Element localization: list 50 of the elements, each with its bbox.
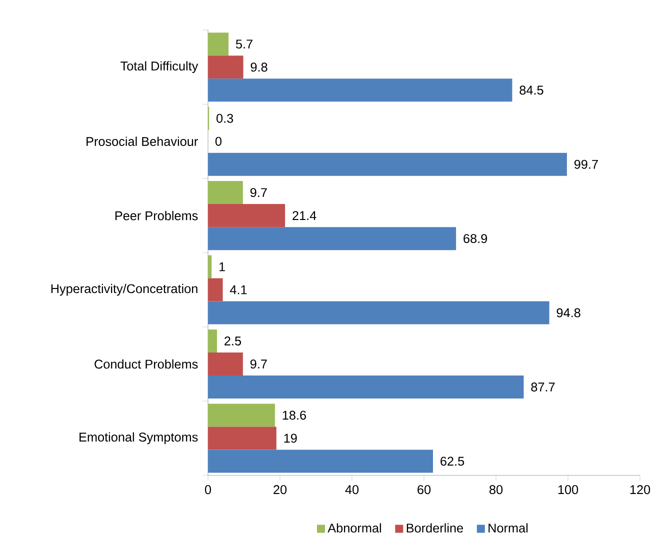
- data-label: 1: [219, 262, 225, 271]
- x-tick-label: 40: [345, 485, 359, 494]
- legend-label: Abnormal: [328, 523, 381, 532]
- y-tick-label: Hyperactivity/Concetration: [51, 284, 198, 296]
- data-label: 68.9: [464, 234, 488, 243]
- y-tick-label: Prosocial Behaviour: [86, 136, 198, 146]
- bar: [208, 278, 223, 302]
- x-tick-label: 100: [558, 485, 578, 494]
- legend-label: Normal: [488, 523, 528, 532]
- data-label: 0.3: [216, 114, 234, 123]
- data-label: 87.7: [531, 382, 555, 392]
- bar: [208, 152, 567, 176]
- data-label: 0: [215, 136, 222, 146]
- data-label: 4.1: [230, 285, 247, 294]
- bar: [208, 352, 243, 376]
- data-label: 9.7: [250, 359, 267, 368]
- y-tick-label: Peer Problems: [115, 210, 198, 220]
- data-label: 9.7: [250, 188, 267, 197]
- data-label: 9.8: [250, 62, 268, 72]
- x-tick-label: 0: [204, 485, 212, 494]
- y-tick-label: Emotional Symptoms: [80, 432, 198, 444]
- x-tick-label: 80: [489, 485, 503, 494]
- bar: [208, 404, 275, 427]
- data-label: 62.5: [440, 456, 464, 466]
- bar: [208, 375, 524, 398]
- data-label: 2.5: [224, 336, 242, 346]
- data-label: 84.5: [520, 85, 544, 94]
- bar: [208, 55, 244, 78]
- bar: [208, 301, 550, 324]
- data-label: 19: [284, 434, 297, 443]
- bar: [208, 226, 456, 250]
- x-tick-label: 60: [418, 485, 431, 494]
- data-label: 5.7: [236, 40, 252, 48]
- bar: [208, 32, 229, 56]
- bar: [208, 204, 286, 227]
- x-tick-label: 20: [274, 485, 287, 494]
- y-tick-label: Total Difficulty: [120, 61, 198, 73]
- bar: [208, 450, 433, 473]
- bar: [208, 78, 512, 102]
- bar: [208, 180, 243, 204]
- bar: [208, 426, 276, 450]
- data-label: 18.6: [282, 410, 306, 420]
- bar: [208, 255, 212, 278]
- data-label: 94.8: [556, 308, 580, 318]
- bar: [208, 329, 217, 352]
- x-tick-label: 120: [630, 485, 650, 494]
- data-label: 99.7: [574, 160, 598, 169]
- data-label: 21.4: [292, 210, 316, 220]
- y-tick-label: Conduct Problems: [94, 359, 198, 368]
- legend-label: Borderline: [406, 523, 463, 532]
